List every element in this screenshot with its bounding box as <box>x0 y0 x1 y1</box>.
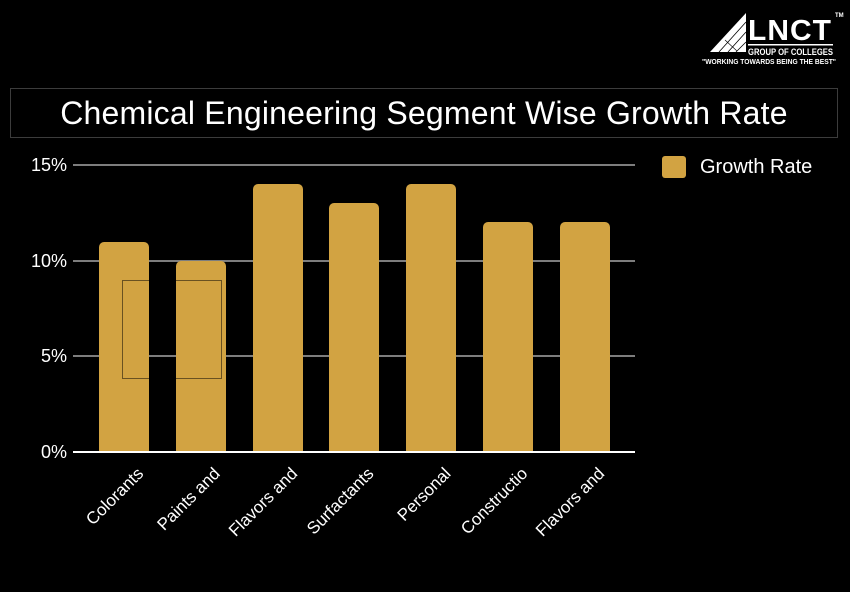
chart-title: Chemical Engineering Segment Wise Growth… <box>60 94 788 131</box>
bar-surfactants <box>329 203 380 452</box>
x-axis-label: Colorants <box>82 464 148 529</box>
chart-title-box: Chemical Engineering Segment Wise Growth… <box>10 88 838 138</box>
x-axis-line <box>73 451 635 453</box>
logo-trademark-text: TM <box>835 13 844 19</box>
bar-paints-and <box>175 260 226 452</box>
lnct-logo: LNCT TM GROUP OF COLLEGES "WORKING TOWAR… <box>702 13 844 66</box>
bar-constructio <box>483 222 533 452</box>
y-tick-label: 0% <box>40 442 67 462</box>
bar-personal <box>406 184 457 452</box>
x-axis-label: Surfactants <box>303 464 378 539</box>
logo-tagline-text: "WORKING TOWARDS BEING THE BEST" <box>702 59 836 66</box>
legend-label: Growth Rate <box>700 156 813 178</box>
overlay-rectangle <box>122 280 222 379</box>
bar-flavors-and <box>559 222 610 452</box>
y-tick-label: 15% <box>30 155 67 175</box>
legend-swatch <box>662 156 686 178</box>
x-axis-label: Personal <box>393 464 455 525</box>
x-axis-label: Flavors and <box>224 464 302 541</box>
logo-divider <box>748 44 833 46</box>
legend: Growth Rate <box>662 156 812 178</box>
lnct-logo-triangle-icon <box>710 13 747 53</box>
bar-flavors-and <box>252 184 303 452</box>
x-axis-label: Flavors and <box>532 464 609 541</box>
bar-colorants <box>99 241 149 452</box>
logo-subtitle-text: GROUP OF COLLEGES <box>748 47 833 58</box>
logo-brand-text: LNCT <box>748 15 832 47</box>
x-axis-label: Paints and <box>154 464 225 535</box>
gridline <box>73 164 635 166</box>
y-tick-label: 5% <box>40 346 67 367</box>
y-tick-label: 10% <box>30 250 67 271</box>
x-axis-label: Constructio <box>457 464 532 539</box>
